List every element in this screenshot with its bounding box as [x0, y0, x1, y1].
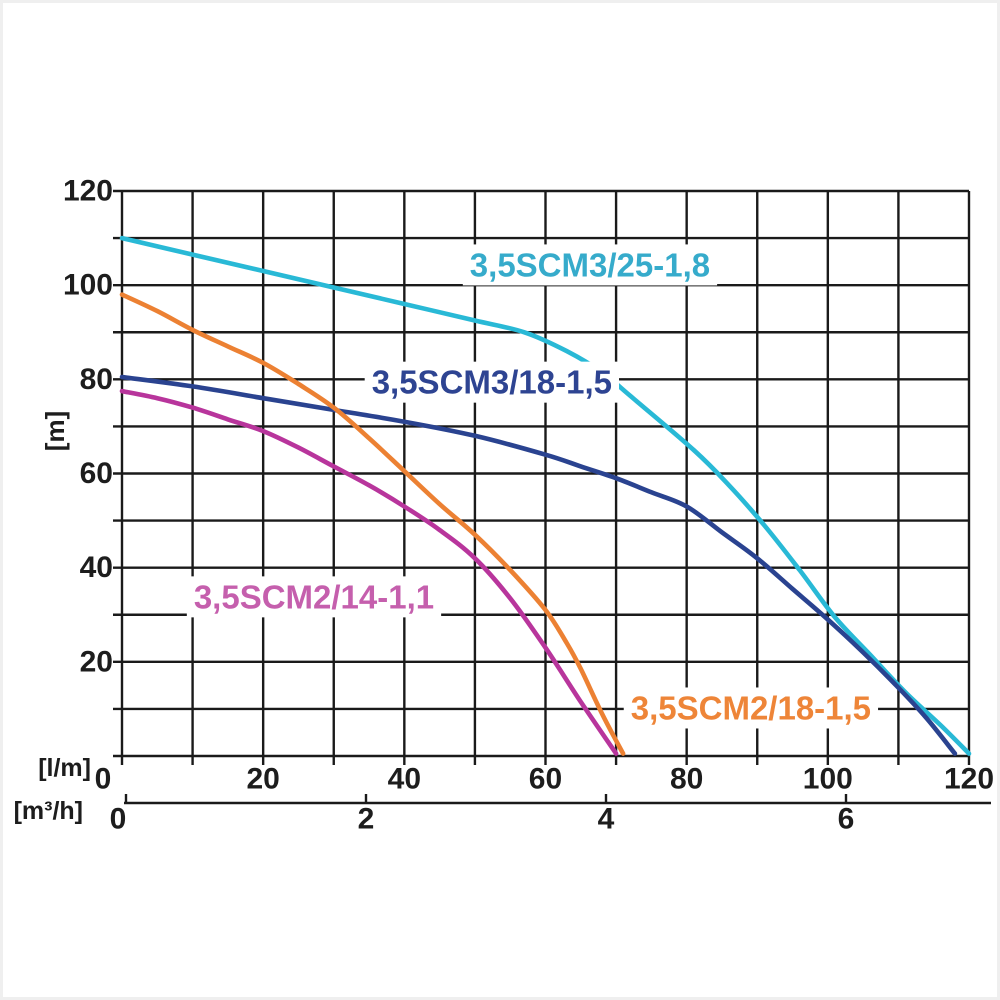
x-axis-unit-label-lm: [l/m]: [38, 754, 91, 782]
series-label-background-3,5SCM3/18-1,5: [364, 361, 620, 403]
curve-3,5SCM3/18-1,5: [119, 374, 958, 756]
series-label-3,5SCM2/14-1,1: 3,5SCM2/14-1,1: [194, 578, 434, 615]
secondary-x-axis-tick-label-6: 6: [838, 803, 855, 836]
x-axis-tick-label-20: 20: [246, 763, 279, 796]
series-label-background-3,5SCM2/14-1,1: [186, 576, 442, 618]
series-label-3,5SCM3/18-1,5: 3,5SCM3/18-1,5: [372, 364, 612, 401]
series-label-background-3,5SCM3/25-1,8: [462, 244, 718, 286]
x-axis-tick-label-40: 40: [388, 763, 421, 796]
y-axis-tick-label-80: 80: [80, 363, 113, 396]
secondary-x-axis-tick-label-0: 0: [110, 803, 127, 836]
y-axis-tick-label-100: 100: [63, 269, 113, 302]
series-label-background-3,5SCM2/18-1,5: [623, 687, 879, 729]
x-axis-tick-label-80: 80: [670, 763, 703, 796]
curve-3,5SCM2/18-1,5: [119, 292, 626, 756]
y-axis-tick-label-40: 40: [80, 551, 113, 584]
x-axis-tick-label-100: 100: [803, 763, 853, 796]
series-label-3,5SCM3/25-1,8: 3,5SCM3/25-1,8: [470, 246, 710, 283]
curve-3,5SCM3/25-1,8: [119, 235, 972, 756]
y-axis-unit-label-m: [m]: [40, 411, 70, 451]
x-axis-tick-label-0: 0: [95, 763, 112, 796]
x-axis-tick-label-120: 120: [944, 763, 994, 796]
curve-3,5SCM2/14-1,1: [119, 388, 619, 756]
y-axis-tick-label-120: 120: [63, 175, 113, 208]
pump-performance-chart: 0 20 40 60 80 100 12020406080100120[l/m][m][m³…: [14, 175, 994, 836]
series-label-3,5SCM2/18-1,5: 3,5SCM2/18-1,5: [631, 689, 871, 726]
y-axis-tick-label-20: 20: [80, 645, 113, 678]
x-axis-tick-label-60: 60: [529, 763, 562, 796]
secondary-x-axis-tick-label-2: 2: [358, 803, 375, 836]
x-axis-unit-label-m3h: [m³/h]: [14, 797, 83, 825]
y-axis-tick-label-60: 60: [80, 457, 113, 490]
secondary-x-axis-tick-label-4: 4: [598, 803, 615, 836]
